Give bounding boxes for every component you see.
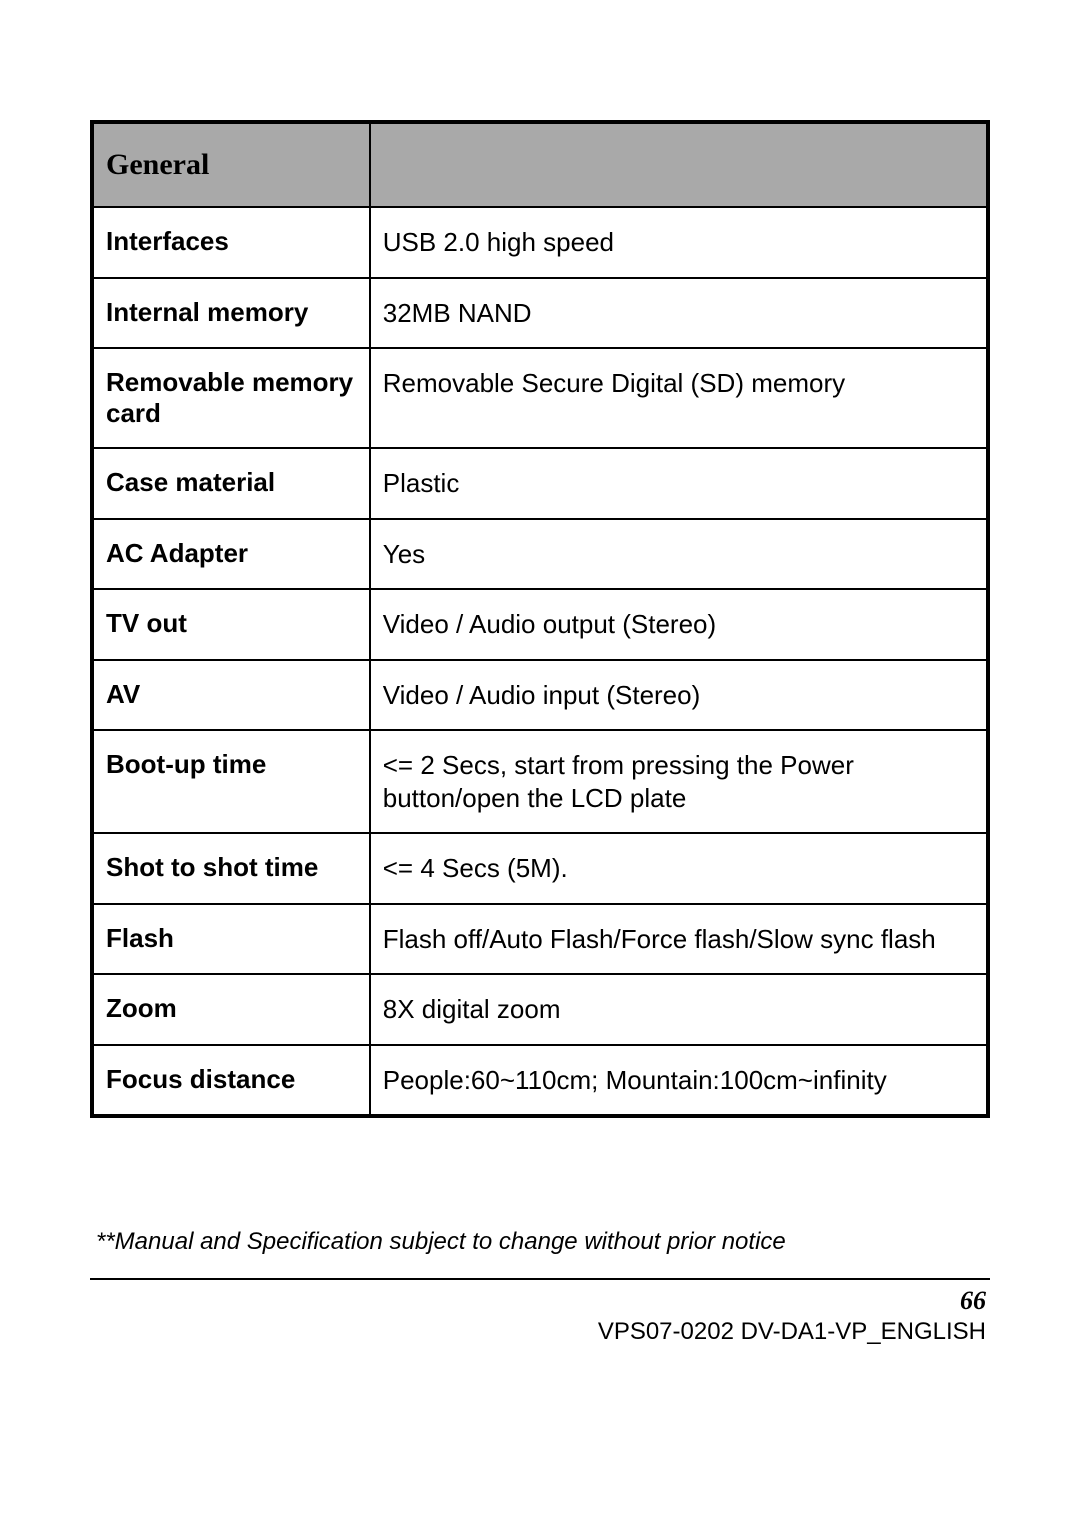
section-header-row: General — [92, 122, 988, 207]
row-label: AV — [92, 660, 370, 731]
table-row: Internal memory 32MB NAND — [92, 278, 988, 349]
table-row: Interfaces USB 2.0 high speed — [92, 207, 988, 278]
row-label: Zoom — [92, 974, 370, 1045]
row-label: Flash — [92, 904, 370, 975]
section-header: General — [92, 122, 370, 207]
row-value: USB 2.0 high speed — [370, 207, 988, 278]
table-row: Flash Flash off/Auto Flash/Force flash/S… — [92, 904, 988, 975]
row-value: Removable Secure Digital (SD) memory — [370, 348, 988, 448]
table-row: Focus distance People:60~110cm; Mountain… — [92, 1045, 988, 1117]
footnote: **Manual and Specification subject to ch… — [96, 1228, 990, 1256]
section-header-empty — [370, 122, 988, 207]
row-value: Plastic — [370, 448, 988, 519]
table-row: TV out Video / Audio output (Stereo) — [92, 589, 988, 660]
row-label: Interfaces — [92, 207, 370, 278]
table-row: AC Adapter Yes — [92, 519, 988, 590]
table-row: Boot-up time <= 2 Secs, start from press… — [92, 730, 988, 833]
row-label: Internal memory — [92, 278, 370, 349]
row-value: 32MB NAND — [370, 278, 988, 349]
footer-rule — [90, 1278, 990, 1280]
row-label: AC Adapter — [92, 519, 370, 590]
row-value: People:60~110cm; Mountain:100cm~infinity — [370, 1045, 988, 1117]
row-value: Video / Audio output (Stereo) — [370, 589, 988, 660]
doc-id: VPS07-0202 DV-DA1-VP_ENGLISH — [90, 1318, 990, 1346]
row-value: <= 4 Secs (5M). — [370, 833, 988, 904]
row-value: Yes — [370, 519, 988, 590]
table-row: Case material Plastic — [92, 448, 988, 519]
row-label: TV out — [92, 589, 370, 660]
table-row: AV Video / Audio input (Stereo) — [92, 660, 988, 731]
table-row: Shot to shot time <= 4 Secs (5M). — [92, 833, 988, 904]
row-label: Focus distance — [92, 1045, 370, 1117]
table-row: Zoom 8X digital zoom — [92, 974, 988, 1045]
row-value: 8X digital zoom — [370, 974, 988, 1045]
page-number: 66 — [90, 1286, 990, 1316]
row-label: Case material — [92, 448, 370, 519]
row-value: Video / Audio input (Stereo) — [370, 660, 988, 731]
row-label: Removable memory card — [92, 348, 370, 448]
row-value: Flash off/Auto Flash/Force flash/Slow sy… — [370, 904, 988, 975]
spec-table: General Interfaces USB 2.0 high speed In… — [90, 120, 990, 1118]
row-value: <= 2 Secs, start from pressing the Power… — [370, 730, 988, 833]
row-label: Shot to shot time — [92, 833, 370, 904]
table-row: Removable memory card Removable Secure D… — [92, 348, 988, 448]
row-label: Boot-up time — [92, 730, 370, 833]
page-content: General Interfaces USB 2.0 high speed In… — [0, 0, 1080, 1346]
